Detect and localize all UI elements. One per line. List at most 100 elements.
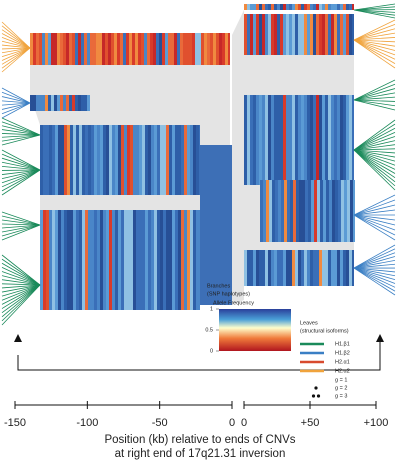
- branch-stripe: [181, 210, 184, 310]
- colorbar-tick-label: 0.5: [205, 327, 213, 333]
- branch-stripe: [247, 4, 250, 10]
- branch-stripe: [51, 33, 54, 65]
- branch-stripe: [337, 250, 340, 286]
- branch-stripe: [349, 250, 352, 286]
- leaf: [1, 266, 41, 286]
- leaf: [1, 284, 41, 293]
- branch-stripe: [100, 125, 103, 195]
- branch-stripe: [97, 210, 100, 310]
- leaf: [353, 144, 396, 151]
- branch-stripe: [66, 33, 69, 65]
- branch-stripe: [120, 33, 123, 65]
- branch-stripe: [109, 125, 112, 195]
- leaf: [1, 47, 31, 54]
- branch-stripe: [60, 33, 63, 65]
- branch-stripe: [281, 180, 284, 242]
- branch-stripe: [36, 33, 39, 65]
- g-dot: [314, 386, 318, 390]
- branch-stripe: [307, 250, 310, 286]
- branch-stripe: [184, 125, 187, 195]
- branch-stripe: [210, 33, 213, 65]
- leaf: [353, 39, 396, 56]
- branch-stripe: [265, 14, 268, 55]
- branch-stripe: [316, 14, 319, 55]
- branch-stripe: [195, 33, 198, 65]
- x-tick-label: +100: [364, 417, 389, 429]
- leaf: [1, 29, 31, 49]
- branch-stripe: [352, 250, 354, 286]
- branch-stripe: [93, 33, 96, 65]
- branch-stripe: [94, 125, 97, 195]
- branch-stripe: [192, 33, 195, 65]
- branch-stripe: [337, 4, 340, 10]
- leaf: [353, 149, 396, 170]
- branch-stripe: [207, 33, 210, 65]
- branch-stripe: [334, 4, 337, 10]
- branch-stripe: [310, 250, 313, 286]
- branch-stripe: [271, 14, 274, 55]
- leaf: [353, 267, 396, 288]
- leaf: [1, 133, 41, 136]
- x-tick-label: -100: [76, 417, 98, 429]
- leaf: [1, 224, 41, 241]
- branch-stripe: [124, 210, 127, 310]
- branch-stripe: [129, 33, 132, 65]
- branch-stripe: [253, 95, 256, 185]
- leaf: [1, 129, 41, 136]
- leaf: [353, 140, 396, 151]
- branch-stripe: [115, 210, 118, 310]
- branch-stripe: [295, 4, 298, 10]
- leaf: [353, 248, 396, 269]
- branch-stripe: [196, 210, 199, 310]
- branch-stripe: [340, 4, 343, 10]
- branch-stripe: [87, 95, 90, 111]
- branch-stripe: [337, 95, 340, 185]
- branch-stripe: [307, 14, 310, 55]
- branch-stripe: [256, 14, 259, 55]
- branch-stripe: [272, 180, 275, 242]
- branch-stripe: [82, 210, 85, 310]
- leaf: [1, 223, 41, 226]
- branch-stripe: [274, 250, 277, 286]
- branch-stripe: [304, 4, 307, 10]
- branch-stripe: [250, 14, 253, 55]
- branch-stripe: [145, 210, 148, 310]
- branch-stripe: [244, 14, 247, 55]
- leaf: [1, 211, 41, 226]
- branch-stripe: [127, 125, 130, 195]
- leaf: [1, 125, 41, 136]
- leaf: [353, 267, 396, 281]
- leaf: [1, 284, 41, 318]
- leaf: [353, 96, 396, 101]
- leaf: [353, 99, 396, 111]
- branch-stripe: [183, 33, 186, 65]
- branch-stripe: [314, 180, 317, 242]
- branch-stripe: [304, 95, 307, 185]
- branch-stripe: [75, 95, 78, 111]
- leaf: [353, 209, 396, 216]
- leaf: [353, 6, 396, 11]
- branch-stripe: [256, 250, 259, 286]
- leaf: [353, 127, 396, 151]
- branch-stripe: [60, 95, 63, 111]
- leaf: [353, 32, 396, 41]
- branch-stripe: [289, 250, 292, 286]
- branch-stripe: [165, 33, 168, 65]
- leaf: [353, 28, 396, 41]
- x-tick-label: -150: [4, 417, 26, 429]
- branch-stripe: [69, 33, 72, 65]
- branch-stripe: [130, 210, 133, 310]
- branch-stripe: [280, 95, 283, 185]
- branch-stripe: [55, 125, 58, 195]
- leaf: [1, 33, 31, 49]
- connector: [232, 10, 244, 305]
- branch-stripe: [54, 95, 57, 111]
- leaf: [353, 214, 396, 221]
- branch-stripe: [160, 210, 163, 310]
- branch-stripe: [144, 33, 147, 65]
- leaf: [353, 37, 396, 41]
- legend-label: H1.β2: [335, 350, 350, 356]
- branch-stripe: [151, 210, 154, 310]
- branch-stripe: [280, 14, 283, 55]
